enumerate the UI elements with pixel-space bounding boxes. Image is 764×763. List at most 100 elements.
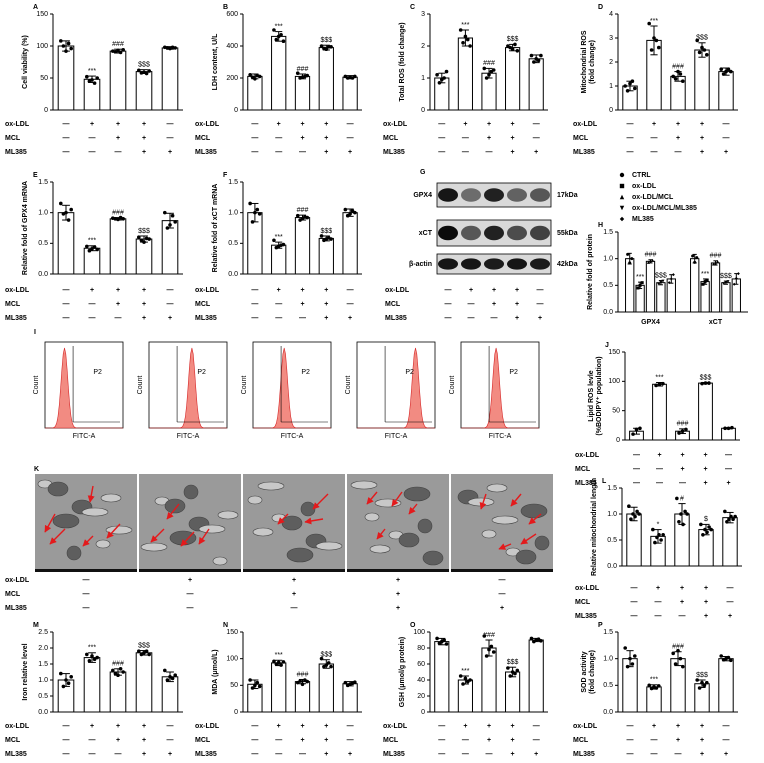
data-point	[673, 662, 678, 666]
data-point	[625, 664, 630, 669]
data-point	[638, 426, 642, 431]
condition-sign: +	[142, 135, 146, 142]
condition-sign: —	[251, 121, 258, 128]
data-point	[272, 659, 276, 664]
organelle	[183, 484, 199, 500]
organelle	[515, 549, 537, 565]
data-point	[85, 244, 89, 249]
condition-sign: —	[347, 301, 354, 308]
data-point	[170, 213, 175, 218]
condition-sign: +	[300, 287, 304, 294]
condition-sign: +	[142, 121, 146, 128]
bar	[434, 641, 450, 713]
significance: #	[680, 495, 684, 502]
condition-sign: +	[324, 121, 328, 128]
significance: ***	[655, 374, 663, 381]
y-tick-label: 0	[44, 107, 48, 114]
condition-sign: —	[633, 466, 640, 473]
data-point	[729, 69, 733, 74]
significance: ###	[112, 41, 124, 48]
data-point	[173, 46, 177, 50]
data-point	[95, 76, 99, 80]
condition-sign: —	[723, 737, 730, 744]
organelle	[212, 556, 228, 566]
organelle	[100, 493, 122, 503]
y-tick-label: 0.0	[603, 709, 613, 716]
data-point	[444, 69, 449, 74]
condition-sign: —	[251, 315, 258, 322]
data-point	[85, 74, 89, 79]
condition-label: ox-LDL	[195, 287, 220, 294]
bar	[342, 683, 358, 713]
condition-sign: +	[726, 480, 730, 487]
data-point	[659, 281, 663, 285]
data-point	[487, 73, 491, 77]
y-tick-label: 40	[417, 677, 425, 684]
condition-sign: +	[116, 135, 120, 142]
condition-label: ML385	[195, 751, 217, 758]
data-point	[646, 260, 650, 264]
data-point	[319, 234, 324, 238]
data-point	[721, 72, 726, 76]
condition-label: MCL	[573, 737, 589, 744]
condition-sign: +	[511, 751, 515, 758]
condition-sign: +	[300, 723, 304, 730]
y-tick-label: 0	[234, 709, 238, 716]
band-label: xCT	[419, 230, 433, 237]
legend-marker	[619, 194, 625, 200]
condition-sign: +	[676, 135, 680, 142]
data-point	[343, 207, 348, 212]
condition-sign: +	[511, 121, 515, 128]
data-point	[700, 680, 704, 685]
y-tick-label: 1.5	[38, 179, 48, 186]
panel-letter: E	[33, 172, 38, 179]
data-point	[649, 48, 654, 52]
condition-label: ML385	[5, 605, 27, 612]
organelle	[374, 498, 402, 508]
condition-label: ML385	[573, 149, 595, 156]
condition-sign: +	[168, 149, 172, 156]
organelle	[164, 498, 186, 514]
significance: ***	[88, 238, 96, 245]
significance: ###	[677, 421, 689, 428]
blot-band	[484, 258, 504, 270]
data-point	[673, 77, 678, 81]
condition-label: MCL	[5, 591, 21, 598]
condition-sign: —	[167, 135, 174, 142]
data-point	[248, 678, 252, 682]
panel-letter: D	[598, 4, 603, 11]
significance: $$$	[320, 37, 332, 44]
data-point	[529, 636, 534, 641]
blot-band	[461, 188, 481, 202]
condition-sign: —	[633, 480, 640, 487]
significance: ###	[483, 60, 495, 67]
data-point	[623, 646, 627, 650]
blot-band	[507, 225, 527, 241]
flow-frame	[44, 341, 124, 429]
data-point	[661, 279, 665, 283]
data-point	[324, 663, 329, 667]
significance: $$$	[138, 62, 150, 69]
organelle	[364, 512, 380, 522]
data-point	[680, 429, 685, 434]
condition-label: ox-LDL	[573, 723, 598, 730]
data-point	[142, 240, 146, 244]
condition-sign: —	[167, 121, 174, 128]
data-point	[652, 36, 656, 40]
condition-sign: +	[324, 149, 328, 156]
data-point	[623, 84, 627, 88]
y-tick-label: 0.0	[228, 271, 238, 278]
organelle	[47, 481, 69, 497]
condition-sign: +	[348, 315, 352, 322]
condition-sign: —	[462, 149, 469, 156]
data-point	[681, 522, 685, 527]
condition-sign: +	[703, 480, 707, 487]
significance: $$$	[720, 273, 732, 280]
condition-sign: +	[142, 149, 146, 156]
significance: ***	[650, 18, 658, 25]
data-point	[61, 684, 66, 689]
blot-band	[507, 188, 527, 202]
data-point	[305, 73, 310, 78]
organelle	[105, 525, 133, 535]
condition-label: ox-LDL	[383, 723, 408, 730]
